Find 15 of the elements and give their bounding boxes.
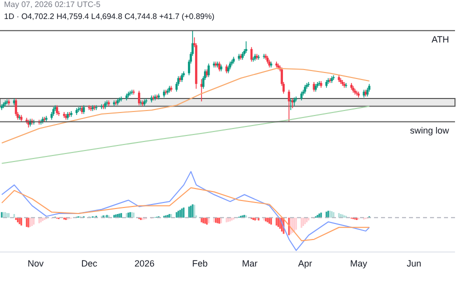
candlestick xyxy=(245,40,248,54)
candlestick xyxy=(288,89,290,122)
x-tick-label: Jun xyxy=(406,258,422,268)
text: 1D · O4,702.2 H4,759.4 L4,694.8 C4,744.8 +41.7 (+0.89%) xyxy=(4,12,214,21)
ref-line-label: ATH xyxy=(432,34,449,45)
x-tick-label: Nov xyxy=(28,258,44,268)
x-tick-label: Apr xyxy=(298,258,312,268)
candlestick xyxy=(208,63,210,78)
x-tick-label: Feb xyxy=(192,258,208,268)
x-tick-label: 2026 xyxy=(134,258,155,268)
ref-line-label: swing low xyxy=(410,126,450,136)
x-tick-label: May xyxy=(350,258,368,268)
text: May 07, 2026 02:17 UTC-5 xyxy=(4,0,100,9)
x-tick-label: Mar xyxy=(242,258,258,268)
x-tick-label: Dec xyxy=(81,258,98,268)
